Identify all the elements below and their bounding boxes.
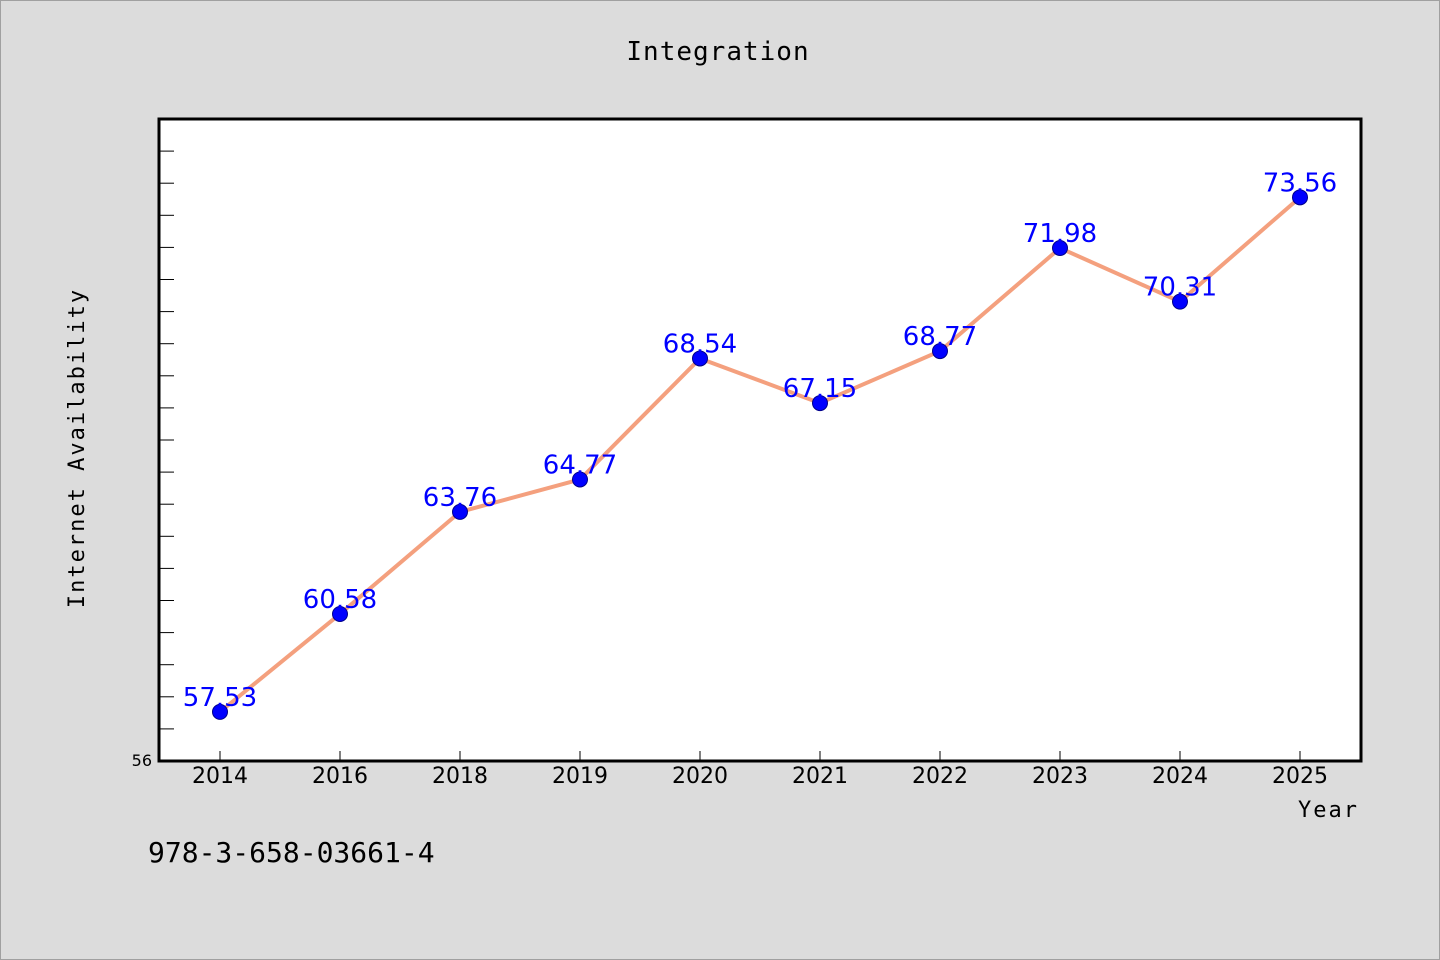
data-point xyxy=(332,605,348,622)
data-label: 63.76 xyxy=(423,483,497,513)
x-tick-label: 2021 xyxy=(792,764,848,789)
x-tick-label: 2020 xyxy=(672,764,728,789)
data-label: 64.77 xyxy=(543,450,617,480)
x-tick-label: 2016 xyxy=(312,764,368,789)
chart-title: Integration xyxy=(626,37,809,67)
data-point xyxy=(1052,240,1068,257)
x-tick-label: 2019 xyxy=(552,764,608,789)
data-point xyxy=(1172,293,1188,310)
x-tick-label: 2014 xyxy=(192,764,248,789)
series-line xyxy=(218,195,1302,714)
x-tick-label: 2025 xyxy=(1272,764,1328,789)
series-layer: 57.53 60.58 63.76 64.77 68.54 67.15 68.77 71.98… xyxy=(183,168,1337,720)
data-label: 60.58 xyxy=(303,585,377,615)
data-point xyxy=(452,503,468,520)
data-point xyxy=(1292,189,1308,206)
data-point xyxy=(812,395,828,412)
x-tick-label: 2022 xyxy=(912,764,968,789)
data-label: 70.31 xyxy=(1143,273,1217,303)
y-axis-title: Internet Availability xyxy=(65,288,90,608)
y-axis-ticks xyxy=(159,150,174,730)
y-tick-label: 56 xyxy=(132,751,152,770)
data-label: 71.98 xyxy=(1023,219,1097,249)
data-label: 73.56 xyxy=(1263,168,1337,198)
data-point xyxy=(932,343,948,360)
x-tick-label: 2018 xyxy=(432,764,488,789)
data-label: 67.15 xyxy=(783,374,857,404)
data-label: 68.77 xyxy=(903,322,977,352)
x-tick-label: 2024 xyxy=(1152,764,1208,789)
x-axis-ticks: 2014 2016 2018 2019 2020 2021 2022 2023 2024 2025 xyxy=(192,751,1328,789)
x-tick-label: 2023 xyxy=(1032,764,1088,789)
data-point xyxy=(212,703,228,720)
data-point xyxy=(692,350,708,367)
data-point xyxy=(572,471,588,488)
x-axis-title: Year xyxy=(1298,798,1359,823)
footer-code: 978-3-658-03661-4 xyxy=(148,836,435,869)
data-label: 57.53 xyxy=(183,683,257,713)
plot-area xyxy=(157,117,1363,763)
data-label: 68.54 xyxy=(663,329,737,359)
